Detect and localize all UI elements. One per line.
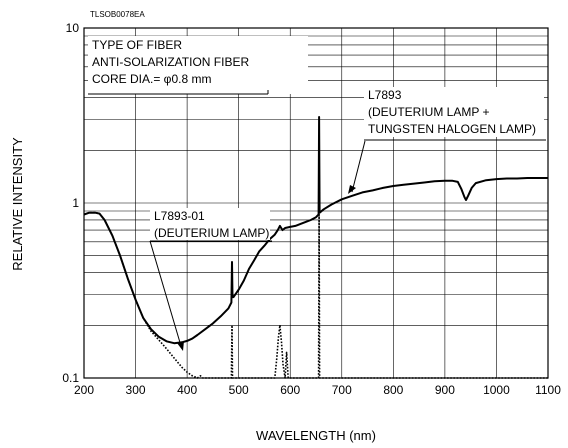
series-l7893 [83,116,548,345]
annotation-l7893-arrowhead [348,185,356,194]
x-tick-label: 200 [74,383,94,397]
series-layer [83,116,548,379]
x-tick-label: 900 [435,383,455,397]
annotation-l7893-01: L7893-01 (DEUTERIUM LAMP) [149,208,272,351]
grid [84,28,548,378]
annotation-l7893-bg [364,87,544,137]
x-tick-label: 600 [280,383,300,397]
x-tick-label: 1000 [483,383,510,397]
info-box-frame [88,36,308,94]
x-tick-label: 400 [177,383,197,397]
x-axis-title: WAVELENGTH (nm) [256,428,376,443]
y-axis-ticks: 0.1 1 10 [62,21,79,385]
info-box: TYPE OF FIBER ANTI-SOLARIZATION FIBER CO… [88,36,308,95]
x-tick-label: 300 [126,383,146,397]
x-tick-label: 500 [229,383,249,397]
annotation-l7893-leader [351,140,366,193]
annotation-l7893-line-2: (DEUTERIUM LAMP + [368,105,489,119]
annotation-l7893-01-leader [149,240,182,347]
annotation-l7893-01-line-2: (DEUTERIUM LAMP) [154,226,269,240]
info-line-3: CORE DIA.= φ0.8 mm [92,72,211,86]
annotation-l7893-line-1: L7893 [368,88,402,102]
annotation-l7893: L7893 (DEUTERIUM LAMP + TUNGSTEN HALOGEN… [348,87,546,194]
x-tick-label: 1100 [535,383,561,397]
figure-code: TLSOB0078EA [90,10,145,19]
info-line-2: ANTI-SOLARIZATION FIBER [92,55,249,69]
y-axis-title: RELATIVE INTENSITY [10,137,25,271]
y-tick-label: 10 [66,21,80,35]
info-line-1: TYPE OF FIBER [92,38,182,52]
annotation-l7893-01-line-1: L7893-01 [154,209,205,223]
x-tick-label: 800 [383,383,403,397]
annotation-l7893-line-3: TUNGSTEN HALOGEN LAMP) [368,122,536,136]
x-tick-label: 700 [332,383,352,397]
x-axis-ticks: 200 300 400 500 600 700 800 900 1000 1100 [74,383,561,397]
y-tick-label: 0.1 [62,371,79,385]
y-tick-label: 1 [72,196,79,210]
annotation-l7893-01-arrowhead [177,341,184,351]
annotation-l7893-01-bg [150,208,270,240]
